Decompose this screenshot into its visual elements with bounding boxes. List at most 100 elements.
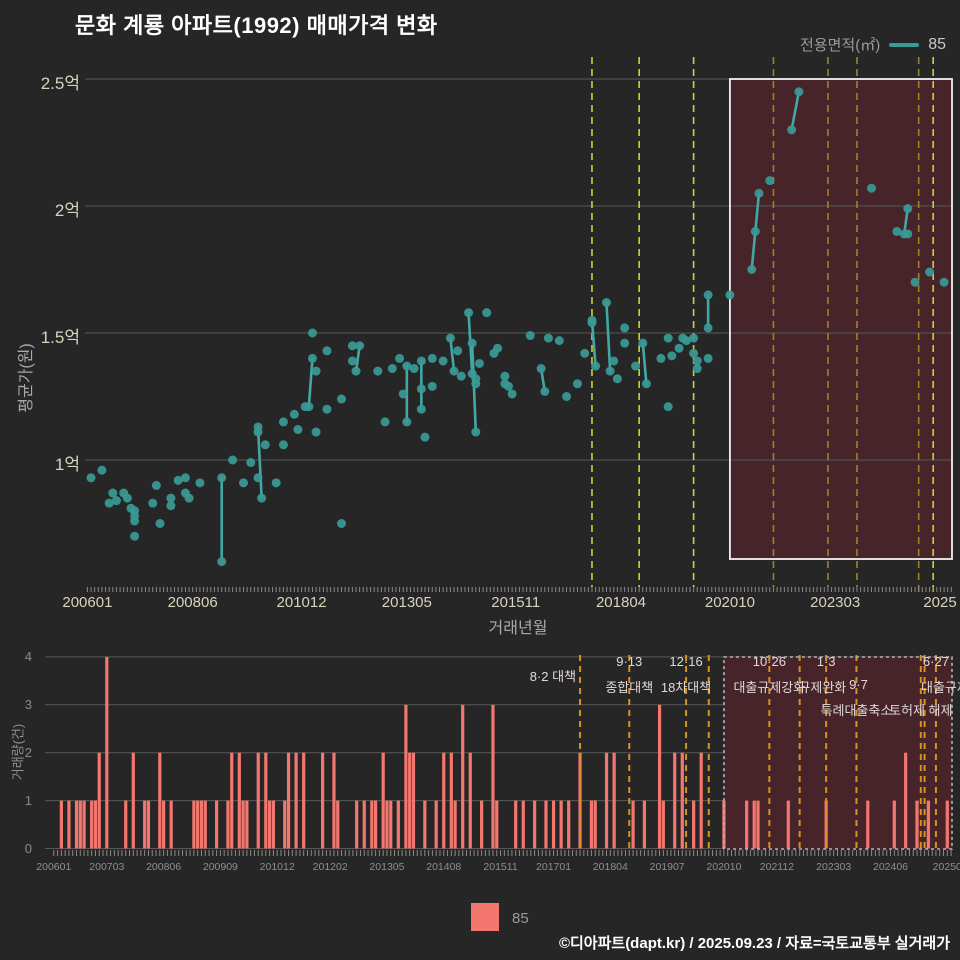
price-point[interactable] [409, 364, 419, 374]
price-point[interactable] [641, 379, 651, 389]
volume-bar[interactable] [271, 800, 275, 849]
volume-bar[interactable] [90, 800, 94, 849]
price-point[interactable] [416, 384, 426, 394]
volume-bar[interactable] [786, 800, 790, 849]
volume-bar[interactable] [866, 800, 870, 849]
price-point[interactable] [939, 277, 949, 287]
volume-bar[interactable] [468, 752, 472, 849]
volume-bar[interactable] [82, 800, 86, 849]
volume-bar[interactable] [521, 800, 525, 849]
price-point[interactable] [122, 493, 132, 503]
volume-bar[interactable] [302, 752, 306, 849]
price-point[interactable] [725, 290, 735, 300]
price-point[interactable] [681, 336, 691, 346]
volume-bar[interactable] [434, 800, 438, 849]
price-point[interactable] [612, 374, 622, 384]
price-point[interactable] [703, 353, 713, 363]
price-point[interactable] [380, 417, 390, 427]
price-point[interactable] [663, 333, 673, 343]
price-point[interactable] [195, 478, 205, 488]
volume-bar[interactable] [67, 800, 71, 849]
price-point[interactable] [217, 557, 227, 567]
price-point[interactable] [86, 473, 96, 483]
volume-bar[interactable] [203, 800, 207, 849]
volume-bar[interactable] [237, 752, 241, 849]
price-point[interactable] [398, 389, 408, 399]
price-point[interactable] [322, 404, 332, 414]
price-point[interactable] [373, 366, 383, 376]
price-point[interactable] [540, 386, 550, 396]
price-point[interactable] [445, 333, 455, 343]
price-point[interactable] [620, 338, 630, 348]
price-point[interactable] [151, 480, 161, 490]
volume-bar[interactable] [226, 800, 230, 849]
price-point[interactable] [148, 498, 158, 508]
price-point[interactable] [184, 493, 194, 503]
price-point[interactable] [474, 358, 484, 368]
price-point[interactable] [416, 356, 426, 366]
price-point[interactable] [794, 87, 804, 97]
volume-bar[interactable] [692, 800, 696, 849]
volume-bar[interactable] [495, 800, 499, 849]
volume-bar[interactable] [657, 704, 662, 849]
price-point[interactable] [580, 348, 590, 358]
volume-bar[interactable] [756, 800, 760, 849]
volume-bar[interactable] [892, 800, 896, 849]
price-point[interactable] [703, 290, 713, 300]
price-point[interactable] [311, 366, 321, 376]
price-point[interactable] [289, 409, 299, 419]
volume-bar[interactable] [752, 800, 756, 849]
price-point[interactable] [304, 402, 314, 412]
price-point[interactable] [438, 356, 448, 366]
volume-bar[interactable] [169, 800, 173, 849]
volume-bar[interactable] [283, 800, 287, 849]
price-point[interactable] [591, 361, 601, 371]
price-point[interactable] [307, 328, 317, 338]
price-point[interactable] [674, 343, 684, 353]
area-legend[interactable]: 전용면적(㎡) 85 [800, 34, 946, 55]
price-point[interactable] [257, 493, 267, 503]
volume-bar[interactable] [745, 800, 749, 849]
price-point[interactable] [631, 361, 641, 371]
price-point[interactable] [787, 125, 797, 135]
price-point[interactable] [449, 366, 459, 376]
price-point[interactable] [271, 478, 281, 488]
volume-bar[interactable] [453, 800, 457, 849]
volume-bar[interactable] [480, 800, 484, 849]
price-point[interactable] [605, 366, 615, 376]
volume-bar[interactable] [294, 752, 298, 849]
price-point[interactable] [238, 478, 248, 488]
price-point[interactable] [903, 204, 913, 214]
price-point[interactable] [703, 323, 713, 333]
price-point[interactable] [311, 427, 321, 437]
price-point[interactable] [464, 308, 474, 318]
volume-bar[interactable] [264, 752, 268, 849]
volume-bar[interactable] [680, 752, 684, 849]
price-point[interactable] [166, 501, 176, 511]
volume-bar[interactable] [158, 752, 162, 849]
price-point[interactable] [866, 183, 876, 193]
volume-bar[interactable] [74, 800, 79, 849]
price-point[interactable] [427, 353, 437, 363]
volume-bar[interactable] [533, 800, 537, 849]
volume-bar[interactable] [268, 800, 272, 849]
volume-bar[interactable] [491, 704, 495, 849]
volume-bar[interactable] [124, 800, 128, 849]
volume-bar[interactable] [214, 800, 219, 849]
price-point[interactable] [387, 364, 397, 374]
price-point[interactable] [293, 425, 303, 435]
price-point[interactable] [587, 318, 597, 328]
volume-bar[interactable] [286, 752, 291, 849]
volume-bar[interactable] [355, 800, 359, 849]
volume-bar[interactable] [105, 656, 109, 849]
price-point[interactable] [420, 432, 430, 442]
price-point[interactable] [108, 488, 118, 498]
price-point[interactable] [228, 455, 238, 465]
price-point[interactable] [667, 351, 677, 361]
volume-bar[interactable] [161, 800, 166, 849]
volume-bar[interactable] [593, 800, 597, 849]
price-point[interactable] [347, 341, 357, 351]
volume-bar[interactable] [370, 800, 374, 849]
price-point[interactable] [278, 440, 288, 450]
volume-bar[interactable] [661, 800, 665, 849]
